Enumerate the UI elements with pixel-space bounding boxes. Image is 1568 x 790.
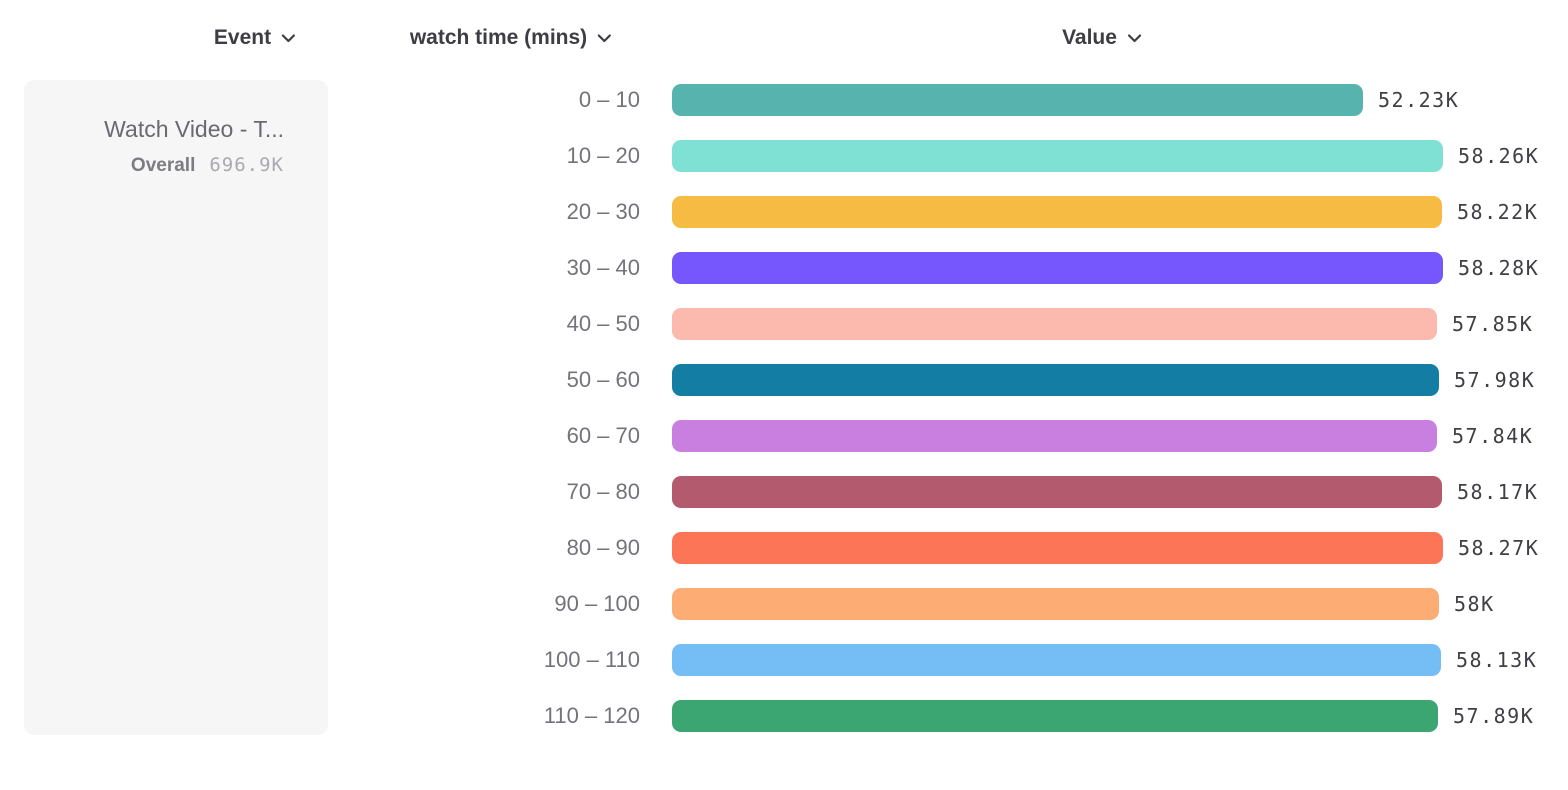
chart-row: 40 – 50 57.85K [0, 296, 1568, 352]
bucket-label: 0 – 10 [578, 87, 640, 112]
bar-value-label: 57.98K [1454, 368, 1536, 392]
bar-value-label: 58.13K [1456, 648, 1538, 672]
chart-row: 80 – 90 58.27K [0, 520, 1568, 576]
event-card[interactable]: Watch Video - T... Overall 696.9K [24, 80, 328, 735]
chevron-down-icon [597, 33, 612, 43]
value-column-label: Value [1062, 26, 1117, 49]
bucket-label: 20 – 30 [566, 199, 640, 224]
value-bar[interactable] [672, 476, 1442, 508]
bar-value-label: 57.89K [1453, 704, 1535, 728]
bar-value-label: 58.26K [1458, 144, 1540, 168]
value-bar[interactable] [672, 140, 1443, 172]
chart-row: 100 – 110 58.13K [0, 632, 1568, 688]
chart-row: 0 – 10 52.23K [0, 72, 1568, 128]
bucket-label: 50 – 60 [566, 367, 640, 392]
bar-value-label: 58.22K [1457, 200, 1539, 224]
chevron-down-icon [281, 33, 296, 43]
event-title: Watch Video - T... [104, 116, 284, 142]
value-bar[interactable] [672, 420, 1437, 452]
overall-value: 696.9K [209, 153, 284, 176]
value-column-header[interactable]: Value [1062, 26, 1142, 50]
chart-row: 90 – 100 58K [0, 576, 1568, 632]
chart-row: 70 – 80 58.17K [0, 464, 1568, 520]
value-bar[interactable] [672, 364, 1439, 396]
bucket-label: 70 – 80 [566, 479, 640, 504]
value-bar[interactable] [672, 252, 1443, 284]
value-bar[interactable] [672, 588, 1439, 620]
bar-value-label: 57.85K [1452, 312, 1534, 336]
chart-row: 60 – 70 57.84K [0, 408, 1568, 464]
chart-rows: 0 – 10 52.23K 10 – 20 58.26K 20 – 30 58.22K 30… [0, 72, 1568, 744]
bar-value-label: 58.27K [1458, 536, 1540, 560]
event-overall-row: Overall 696.9K [24, 154, 284, 177]
bucket-label: 110 – 120 [543, 703, 640, 728]
bucket-label: 30 – 40 [566, 255, 640, 280]
chart-row: 30 – 40 58.28K [0, 240, 1568, 296]
value-bar[interactable] [672, 700, 1438, 732]
bar-value-label: 58.28K [1458, 256, 1540, 280]
event-column-label: Event [213, 26, 272, 49]
event-column-header[interactable]: Event [214, 26, 296, 50]
bucket-label: 100 – 110 [543, 647, 640, 672]
value-bar[interactable] [672, 644, 1441, 676]
value-bar[interactable] [672, 196, 1442, 228]
chart-row: 50 – 60 57.98K [0, 352, 1568, 408]
chart-row: 110 – 120 57.89K [0, 688, 1568, 744]
chart-row: 20 – 30 58.22K [0, 184, 1568, 240]
value-bar[interactable] [672, 84, 1363, 116]
overall-label: Overall [130, 154, 196, 176]
bucket-label: 10 – 20 [566, 143, 640, 168]
chart-row: 10 – 20 58.26K [0, 128, 1568, 184]
value-bar[interactable] [672, 532, 1443, 564]
bar-value-label: 57.84K [1452, 424, 1534, 448]
bucket-label: 60 – 70 [566, 423, 640, 448]
bucket-label: 90 – 100 [554, 591, 640, 616]
bucket-label: 40 – 50 [566, 311, 640, 336]
breakdown-column-label: watch time (mins) [409, 26, 588, 49]
bar-value-label: 58.17K [1457, 480, 1539, 504]
bar-value-label: 52.23K [1378, 88, 1460, 112]
chevron-down-icon [1127, 33, 1142, 43]
breakdown-column-header[interactable]: watch time (mins) [410, 26, 612, 50]
value-bar[interactable] [672, 308, 1437, 340]
bar-value-label: 58K [1454, 592, 1495, 616]
bucket-label: 80 – 90 [566, 535, 640, 560]
